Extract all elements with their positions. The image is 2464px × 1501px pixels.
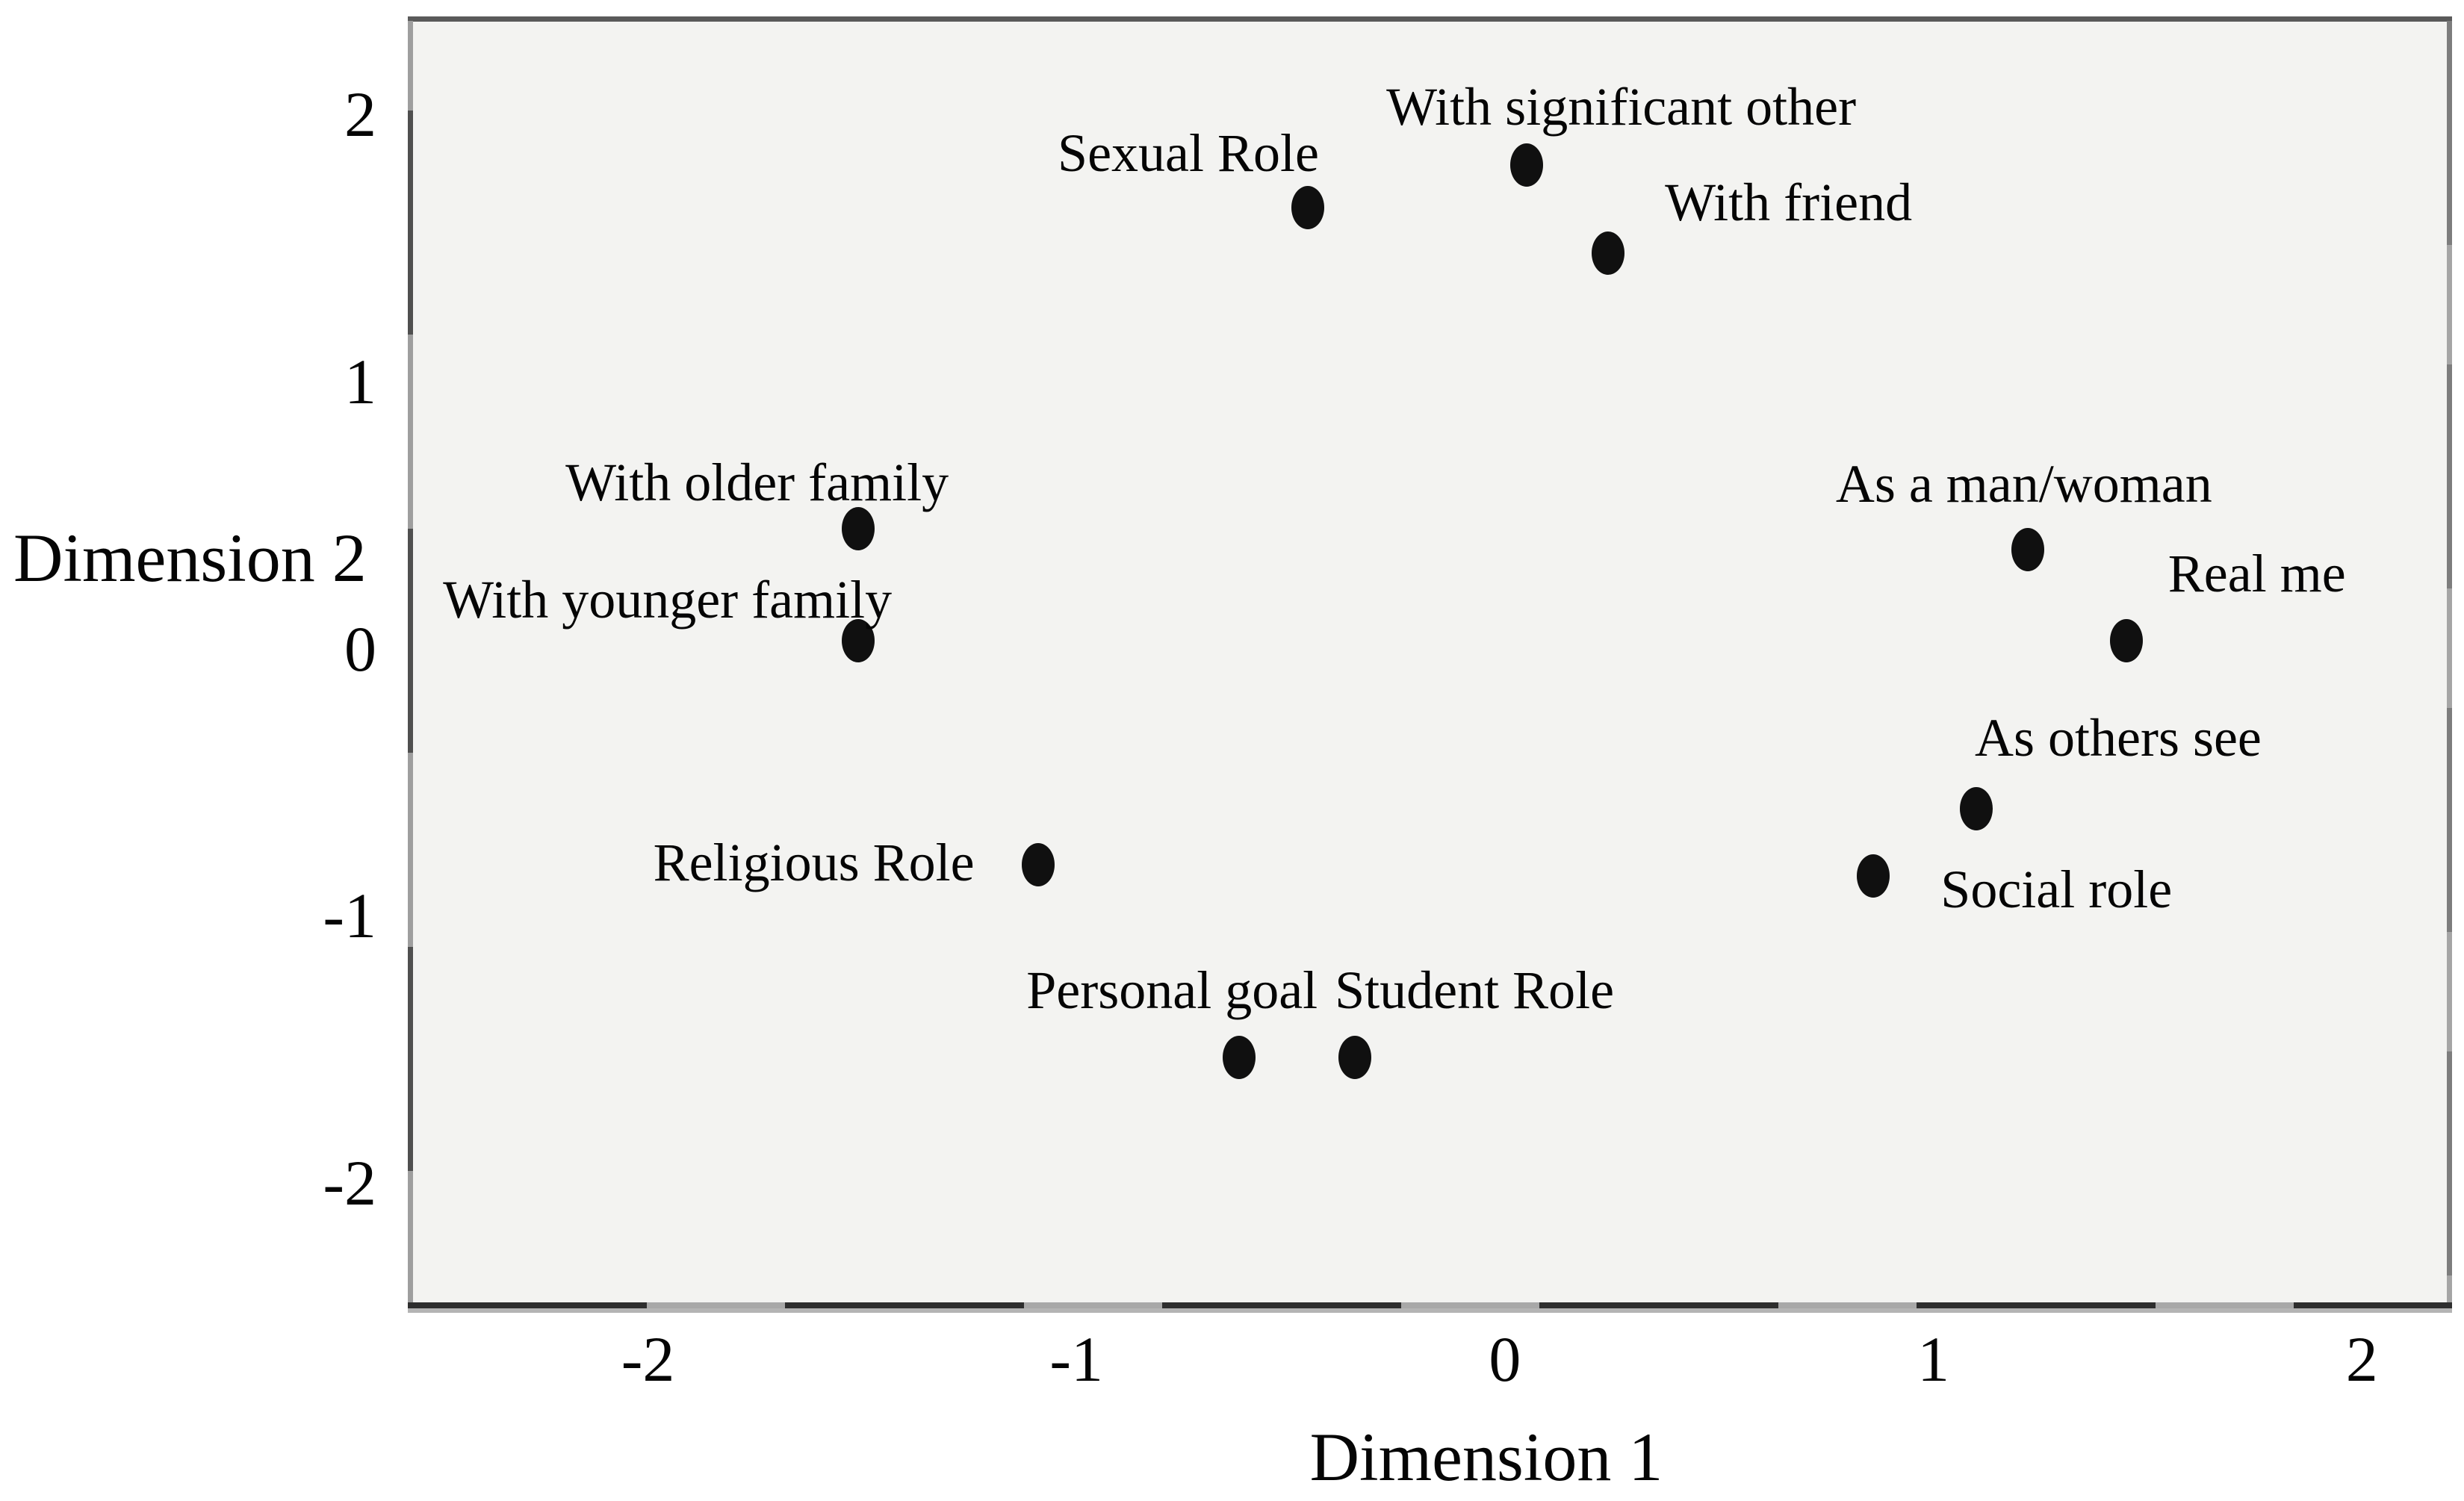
point-label: Sexual Role <box>1058 123 1319 184</box>
point-label: Real me <box>2167 543 2346 603</box>
y-tick-label: -1 <box>323 880 376 952</box>
x-tick-label: 1 <box>1917 1323 1950 1395</box>
data-point <box>841 618 875 662</box>
data-point <box>1591 231 1624 276</box>
point-label: With older family <box>565 452 949 512</box>
plot-border-left <box>408 21 413 1303</box>
data-point <box>1291 186 1324 230</box>
y-tick-label: -2 <box>323 1147 376 1219</box>
point-label: With younger family <box>443 569 893 630</box>
point-label: Student Role <box>1335 960 1615 1020</box>
point-label: With significant other <box>1386 77 1857 137</box>
point-label: As a man/woman <box>1835 454 2212 515</box>
plot-border-right <box>2447 21 2452 1303</box>
data-point <box>1959 787 1993 831</box>
plot-border-top <box>408 16 2452 22</box>
point-label: As others see <box>1974 708 2262 768</box>
y-tick-label: 2 <box>344 78 376 151</box>
x-tick-label: 0 <box>1489 1323 1521 1395</box>
plot-area <box>408 16 2452 1313</box>
data-point <box>2011 528 2044 572</box>
data-point <box>1338 1035 1372 1079</box>
data-point <box>841 506 875 550</box>
y-tick-label: 1 <box>344 345 376 417</box>
y-axis-title: Dimension 2 <box>13 520 367 596</box>
point-label: Social role <box>1940 859 2173 919</box>
plot-border-bottom <box>408 1302 2452 1313</box>
point-label: Personal goal <box>1026 960 1318 1020</box>
data-point <box>2109 618 2143 662</box>
data-point <box>1223 1035 1256 1079</box>
x-tick-label: -1 <box>1049 1323 1104 1395</box>
data-point <box>1509 143 1543 187</box>
point-label: Religious Role <box>653 833 975 893</box>
x-tick-label: 2 <box>2345 1323 2378 1395</box>
data-point <box>1021 843 1055 887</box>
y-tick-label: 0 <box>344 612 376 685</box>
x-axis-title: Dimension 1 <box>1309 1419 1663 1495</box>
data-point <box>1857 854 1890 898</box>
x-tick-label: -2 <box>621 1323 675 1395</box>
point-label: With friend <box>1665 173 1913 233</box>
